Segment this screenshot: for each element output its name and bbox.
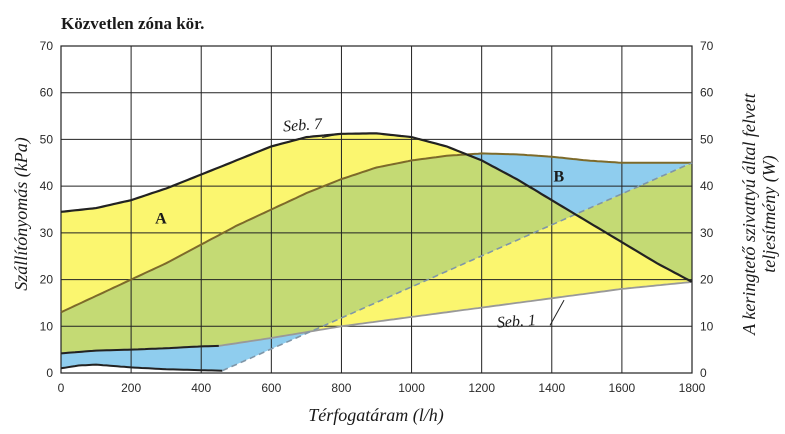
y-tick-label-left: 20 (40, 273, 54, 287)
x-axis-label: Térfogatáram (l/h) (308, 405, 444, 426)
series-annotation: Seb. 1 (496, 312, 536, 332)
y-axis-label-left: Szállítónyomás (kPa) (11, 137, 32, 290)
power-max-curve (60, 152, 692, 314)
y-tick-label-right: 30 (700, 226, 714, 240)
y-tick-label-right: 40 (700, 179, 714, 193)
y-tick-label-left: 40 (40, 179, 54, 193)
x-tick-label: 1800 (679, 381, 706, 395)
tick-layer: 0 200 400 600 800 1000 1200 1400 1600 18000102030… (40, 39, 714, 395)
grid-layer (60, 45, 693, 374)
y-tick-label-right: 50 (700, 132, 714, 146)
y-tick-label-right: 10 (700, 319, 714, 333)
y-axis-label-right-line1: A keringtető szivattyú által felvett (739, 92, 759, 336)
y-tick-label-right: 70 (700, 39, 714, 53)
seb-7-curve (60, 132, 693, 283)
x-tick-label: 1400 (538, 381, 565, 395)
region-label: A (155, 211, 167, 228)
seb-1-leader-line (549, 299, 565, 326)
seb-7-leader-line (322, 133, 339, 139)
x-tick-label: 200 (121, 381, 141, 395)
y-tick-label-right: 60 (700, 86, 714, 100)
x-tick-label: 1000 (398, 381, 425, 395)
region-label: B (553, 168, 564, 185)
annotation-layer: Seb. 7 Seb. 1 A B (155, 116, 565, 332)
y-tick-label-right: 20 (700, 273, 714, 287)
power-min-dashed-line (221, 162, 693, 372)
y-axis-label-right-line2: teljesítmény (W) (759, 155, 780, 272)
y-tick-label-right: 0 (700, 366, 707, 380)
y-tick-label-left: 50 (40, 132, 54, 146)
x-tick-label: 600 (261, 381, 281, 395)
x-tick-label: 800 (331, 381, 351, 395)
y-tick-label-left: 70 (40, 39, 54, 53)
pressure-min-curve (60, 344, 219, 355)
x-tick-label: 400 (191, 381, 211, 395)
power-min-curve (60, 363, 223, 372)
y-tick-label-left: 30 (40, 226, 54, 240)
x-tick-label: 1600 (609, 381, 636, 395)
y-tick-label-left: 60 (40, 86, 54, 100)
x-tick-label: 0 (58, 381, 65, 395)
series-annotation: Seb. 7 (282, 116, 323, 136)
area-overlap-green (61, 154, 692, 354)
series-layer (60, 132, 693, 372)
x-tick-label: 1200 (468, 381, 495, 395)
y-tick-label-left: 0 (46, 366, 53, 380)
y-tick-label-left: 10 (40, 319, 54, 333)
chart-title: Közvetlen zóna kör. (61, 14, 204, 33)
area-layer (61, 133, 692, 371)
plot-frame (60, 45, 693, 374)
